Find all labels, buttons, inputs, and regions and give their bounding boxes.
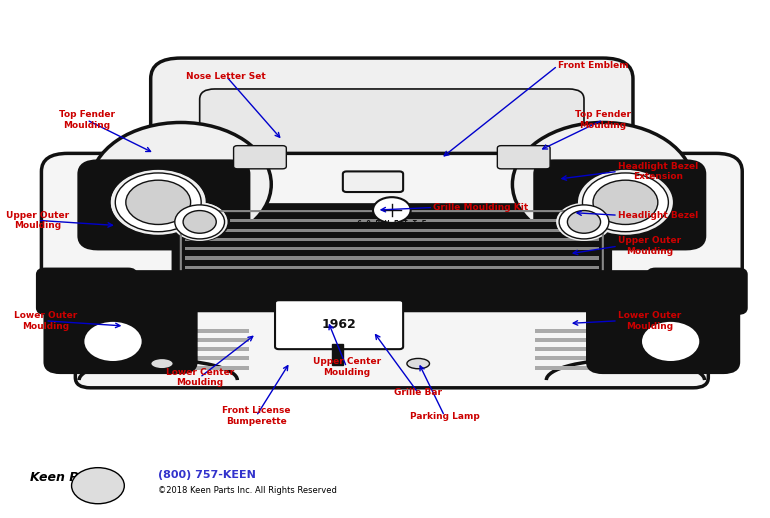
FancyBboxPatch shape — [151, 58, 633, 212]
Text: Front License
Bumperette: Front License Bumperette — [222, 407, 290, 426]
FancyBboxPatch shape — [535, 161, 705, 249]
Bar — [121, 356, 249, 361]
Text: Lower Outer
Moulding: Lower Outer Moulding — [14, 311, 77, 330]
Circle shape — [582, 173, 668, 232]
Text: Upper Center
Moulding: Upper Center Moulding — [313, 357, 380, 377]
Circle shape — [171, 201, 229, 240]
Bar — [535, 347, 663, 351]
Text: C O R V E T T E: C O R V E T T E — [357, 220, 427, 229]
Circle shape — [642, 322, 699, 361]
Circle shape — [593, 180, 658, 224]
Text: ©2018 Keen Parts Inc. All Rights Reserved: ©2018 Keen Parts Inc. All Rights Reserve… — [158, 486, 337, 495]
Text: (800) 757-KEEN: (800) 757-KEEN — [158, 470, 256, 480]
Bar — [185, 284, 599, 287]
Circle shape — [559, 205, 609, 239]
Circle shape — [578, 170, 673, 235]
Text: Top Fender
Moulding: Top Fender Moulding — [59, 110, 115, 130]
Bar — [332, 344, 343, 365]
FancyBboxPatch shape — [38, 269, 136, 313]
Circle shape — [109, 169, 207, 236]
Circle shape — [172, 203, 228, 241]
Text: Nose Letter Set: Nose Letter Set — [186, 71, 266, 81]
Text: Lower Outer
Moulding: Lower Outer Moulding — [618, 311, 681, 330]
Circle shape — [556, 203, 612, 241]
FancyBboxPatch shape — [199, 89, 584, 200]
FancyBboxPatch shape — [497, 146, 550, 169]
FancyBboxPatch shape — [275, 300, 403, 349]
Text: Headlight Bezel
Extension: Headlight Bezel Extension — [618, 162, 698, 181]
Circle shape — [72, 468, 124, 503]
Circle shape — [175, 205, 225, 239]
Ellipse shape — [407, 358, 430, 369]
Text: Front Emblem: Front Emblem — [557, 61, 628, 70]
Circle shape — [183, 211, 216, 233]
Circle shape — [567, 211, 601, 233]
Bar — [121, 328, 249, 333]
Ellipse shape — [151, 358, 173, 369]
FancyBboxPatch shape — [588, 285, 738, 372]
Bar — [535, 356, 663, 361]
Bar — [535, 338, 663, 342]
Bar — [121, 338, 249, 342]
Circle shape — [90, 122, 271, 246]
Bar — [121, 366, 249, 370]
Text: Headlight Bezel: Headlight Bezel — [618, 211, 698, 220]
Text: 1962: 1962 — [322, 318, 357, 331]
Bar — [185, 247, 599, 250]
FancyBboxPatch shape — [45, 285, 196, 372]
Circle shape — [121, 177, 196, 228]
Bar — [185, 275, 599, 278]
Text: Keen Parts: Keen Parts — [30, 470, 105, 483]
Text: Upper Outer
Moulding: Upper Outer Moulding — [6, 211, 69, 230]
FancyBboxPatch shape — [233, 146, 286, 169]
FancyBboxPatch shape — [79, 161, 249, 249]
Bar — [185, 228, 599, 232]
FancyBboxPatch shape — [343, 171, 403, 192]
Text: Top Fender
Moulding: Top Fender Moulding — [575, 110, 631, 130]
FancyBboxPatch shape — [648, 269, 746, 313]
Bar — [185, 238, 599, 241]
Circle shape — [111, 170, 206, 235]
Text: Grille Moulding Kit: Grille Moulding Kit — [434, 203, 528, 212]
Text: Grille Bar: Grille Bar — [394, 388, 442, 397]
Circle shape — [512, 122, 693, 246]
FancyBboxPatch shape — [173, 205, 611, 298]
Circle shape — [116, 173, 201, 232]
Circle shape — [126, 180, 191, 224]
FancyBboxPatch shape — [42, 153, 742, 318]
Bar — [535, 328, 663, 333]
Bar — [121, 347, 249, 351]
FancyBboxPatch shape — [75, 280, 708, 388]
Circle shape — [179, 206, 221, 235]
Text: Upper Outer
Moulding: Upper Outer Moulding — [618, 236, 681, 256]
Bar — [185, 219, 599, 222]
Circle shape — [85, 322, 142, 361]
Bar — [185, 256, 599, 260]
FancyBboxPatch shape — [49, 272, 735, 310]
Bar — [185, 266, 599, 269]
Circle shape — [373, 197, 410, 223]
Text: Lower Center
Moulding: Lower Center Moulding — [166, 368, 234, 387]
Bar — [535, 366, 663, 370]
Text: Parking Lamp: Parking Lamp — [410, 412, 480, 421]
